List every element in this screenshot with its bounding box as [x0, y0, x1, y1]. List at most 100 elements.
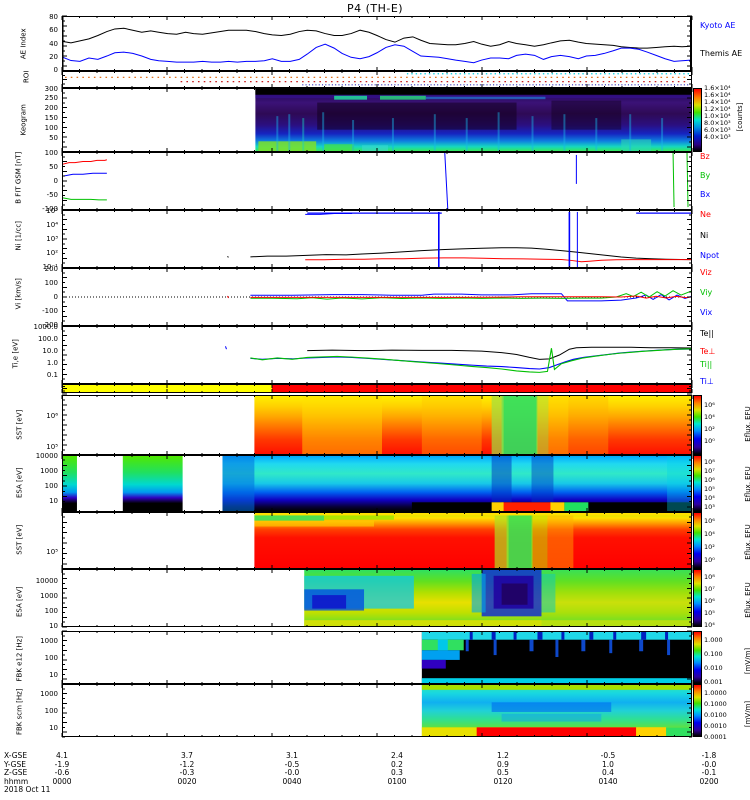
keogram-cb-title: [counts]: [736, 102, 744, 132]
ae-ytick-0: 0: [53, 66, 58, 74]
keogram-cb-tick-1: 1.6×10⁴: [704, 91, 731, 99]
page-title: P4 (TH-E): [346, 2, 404, 15]
xaxis-tick-2: 3.1 -0.5 -0.0 0040: [270, 751, 314, 786]
tick0-hhmm: 0000: [52, 776, 72, 786]
xaxis-tick-0: 4.1 -1.9 -0.6 0000: [40, 751, 84, 786]
tick3-zgse: 0.3: [391, 768, 403, 777]
fbke-cb-title: [mV/m]: [744, 647, 750, 675]
fbkb-cb-tick-3: 0.0010: [704, 722, 727, 730]
esa-electrons-spectrogram: [63, 456, 691, 511]
xaxis-label-ygse: Y-GSE: [4, 759, 26, 769]
fbk-scm-colorbar: [693, 684, 702, 737]
legend-tiperp: Ti⊥: [700, 377, 714, 386]
ae-ytick-20: 20: [49, 53, 58, 61]
keogram-colorbar: [693, 88, 702, 152]
fbkb-cb-tick-2: 0.0100: [704, 711, 727, 719]
esai-ytick-1000: 1000: [40, 592, 58, 600]
panel-fbk-e12: [62, 631, 692, 684]
roi-plot: [64, 73, 690, 86]
esai-cb-title: Eflux, EFU: [744, 582, 750, 618]
keogram-cb-tick-4: 1.0×10⁴: [704, 112, 731, 120]
esai-cb-tick-0: 10⁸: [704, 573, 715, 581]
tick2-hhmm: 0040: [282, 776, 302, 786]
legend-ne: Ne: [700, 210, 711, 219]
xaxis-tick-1: 3.7 -1.2 -0.3 0020: [165, 751, 209, 786]
esa-ions-colorbar: [693, 569, 702, 627]
keogram-cb-tick-2: 1.4×10⁴: [704, 98, 731, 106]
fbke-ytick-1000: 1000: [40, 637, 58, 645]
legend-vix: Vix: [700, 308, 713, 317]
tick5-xgse: -0.5: [600, 751, 616, 760]
tick4-xgse: 1.2: [497, 751, 509, 760]
ssti-axis-title: SST [eV]: [15, 524, 24, 555]
panel-mode-bar: [62, 384, 692, 393]
tick4-ygse: 0.9: [497, 759, 509, 769]
vi-ytick-m200: -200: [42, 321, 58, 329]
ae-index-plot: [63, 17, 691, 70]
vi-plot: [63, 269, 691, 325]
sste-axis-title: SST [eV]: [15, 409, 24, 440]
legend-ni: Ni: [700, 231, 709, 240]
panel-esa-electrons: [62, 455, 692, 512]
keogram-cb-tick-0: 1.6×10⁴: [704, 84, 731, 92]
sste-cb-tick-3: 10⁰: [704, 437, 715, 445]
ssti-cb-tick-0: 10⁶: [704, 517, 715, 525]
tick6-xgse: -1.8: [701, 751, 717, 760]
bfit-axis-title: B FIT GSM [nT]: [14, 151, 23, 204]
sst-electrons-colorbar: [693, 395, 702, 455]
ssti-cb-tick-3: 10⁰: [704, 556, 715, 564]
sst-electrons-spectrogram: [254, 396, 691, 454]
panel-tie: [62, 326, 692, 384]
legend-kyoto-ae: Kyoto AE: [700, 21, 736, 30]
fbkb-cb-title: [mV/m]: [744, 700, 750, 728]
ni-ytick-1e2: 10²: [46, 249, 58, 257]
tie-ytick-0p1: 0.1: [46, 371, 58, 379]
xaxis-tick-6: -1.8 -0.0 -0.1 0200: [687, 751, 731, 786]
ae-ytick-60: 60: [49, 26, 58, 34]
fbkb-axis-title: FBK scm [Hz]: [15, 688, 24, 736]
ae-ytick-40: 40: [49, 40, 58, 48]
bfit-ytick-m100: -100: [42, 205, 58, 213]
sste-ytick-1e5: 10⁵: [46, 443, 58, 451]
bfit-ytick-100: 100: [44, 149, 58, 157]
tick5-hhmm: 0140: [598, 776, 618, 786]
esae-cb-title: Eflux, EFU: [744, 466, 750, 502]
ssti-cb-title: Eflux, EFU: [744, 524, 750, 560]
xaxis-tick-5: -0.5 1.0 0.4 0140: [586, 751, 630, 786]
tie-ytick-10: 10.0: [42, 347, 58, 355]
tick2-ygse: -0.5: [284, 759, 300, 769]
tick5-ygse: 1.0: [602, 759, 614, 769]
vi-axis-title: Vi [km/s]: [14, 278, 23, 310]
tick6-ygse: -0.0: [701, 759, 717, 769]
esae-axis-title: ESA [eV]: [15, 467, 24, 499]
esae-ytick-1000: 1000: [40, 467, 58, 475]
keogram-ytick-50: 50: [49, 134, 58, 142]
keogram-cb-tick-6: 6.0×10³: [704, 126, 731, 134]
vi-ytick-m100: -100: [42, 307, 58, 315]
fbke-ytick-10: 10: [49, 671, 58, 679]
keogram-spectrogram: [63, 89, 691, 151]
keogram-ytick-100: 100: [44, 124, 58, 132]
fbke-ytick-100: 100: [44, 654, 58, 662]
fbk-e12-spectrogram: [421, 632, 691, 683]
esae-ytick-10000: 10000: [35, 452, 58, 460]
esai-ytick-100: 100: [44, 607, 58, 615]
fbke-cb-tick-3: 0.001: [704, 678, 723, 686]
xaxis-label-hhmm: hhmm: [4, 776, 29, 786]
ssti-cb-tick-1: 10⁴: [704, 530, 715, 538]
legend-viy: Viy: [700, 288, 713, 297]
esai-ytick-10: 10: [49, 622, 58, 630]
sste-cb-tick-2: 10²: [704, 425, 715, 433]
panel-vi: [62, 268, 692, 326]
esae-cb-tick-1: 10⁷: [704, 467, 715, 475]
esae-cb-tick-5: 10³: [704, 503, 715, 511]
keogram-axis-title: Keogram: [19, 104, 28, 136]
keogram-cb-tick-3: 1.2×10⁴: [704, 105, 731, 113]
xaxis-label-xgse: X-GSE: [4, 751, 28, 760]
sste-ytick-1e6: 10⁶: [46, 412, 58, 420]
legend-viz: Viz: [700, 268, 712, 277]
fbkb-ytick-10: 10: [49, 724, 58, 732]
fbke-cb-tick-1: 0.100: [704, 650, 723, 658]
ni-ytick-1e3: 10³: [46, 235, 58, 243]
esae-cb-tick-0: 10⁸: [704, 458, 715, 466]
